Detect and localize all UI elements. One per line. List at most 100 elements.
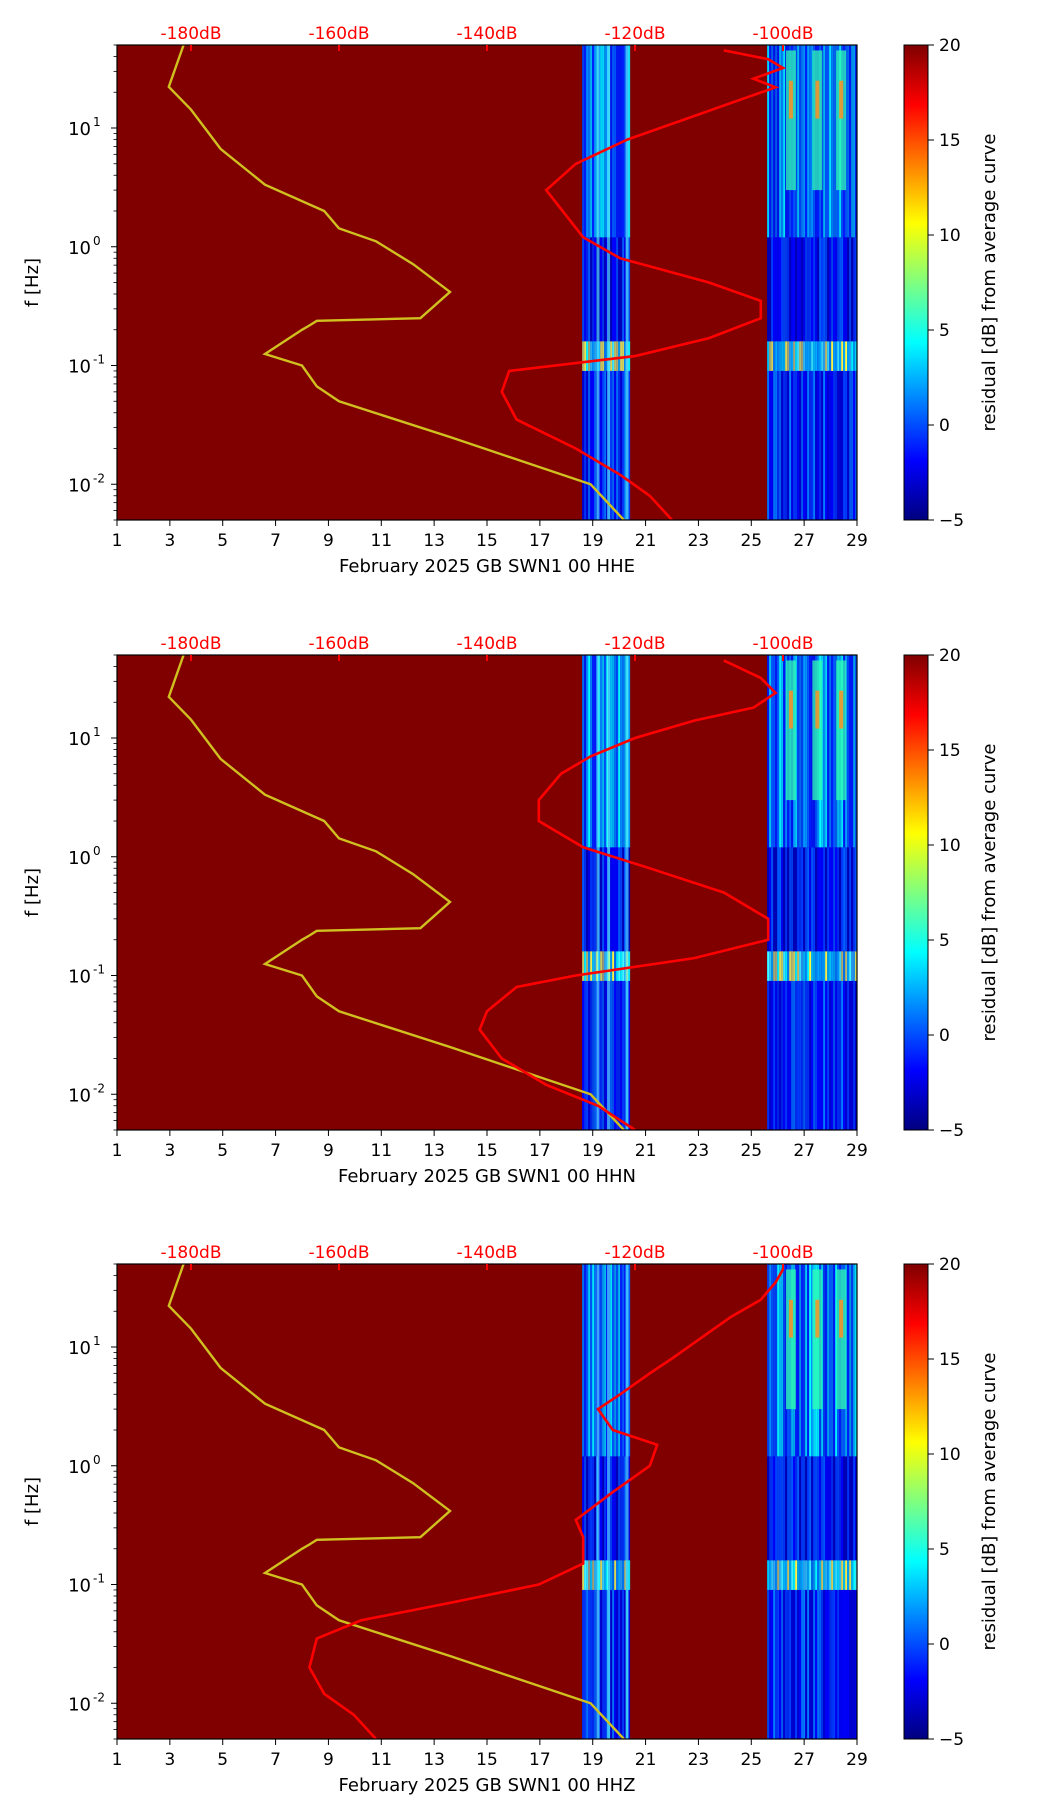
x-tick-label: 21 — [635, 1141, 657, 1161]
y-tick-base: 10 — [68, 1338, 91, 1359]
data-block-1 — [582, 45, 631, 520]
y-tick-exponent: -1 — [93, 1572, 105, 1586]
y-tick-exponent: -2 — [93, 1081, 105, 1095]
db-tick-label: -120dB — [604, 24, 665, 44]
db-tick-label: -140dB — [456, 24, 517, 44]
y-tick-base: 10 — [68, 238, 91, 259]
x-tick-label: 3 — [164, 1141, 175, 1161]
y-tick-exponent: 1 — [93, 115, 101, 129]
x-axis-label: February 2025 GB SWN1 00 HHE — [339, 556, 635, 577]
x-tick-label: 27 — [793, 1750, 815, 1770]
spectrogram — [582, 655, 857, 1130]
y-tick-exponent: 1 — [93, 1334, 101, 1348]
x-tick-label: 13 — [423, 1141, 445, 1161]
colorbar: −5 0 5 10 15 20 residual [dB] from average cur… — [903, 1255, 1000, 1750]
db-tick-label: -180dB — [160, 24, 221, 44]
db-tick-label: -180dB — [160, 1243, 221, 1263]
x-tick-label: 21 — [635, 1750, 657, 1770]
spectrogram — [582, 45, 857, 520]
x-tick-label: 1 — [112, 1750, 123, 1770]
colorbar-gradient — [903, 1263, 929, 1740]
y-tick-exponent: 0 — [93, 234, 101, 248]
x-tick-label: 17 — [529, 1750, 551, 1770]
x-tick-label: 5 — [217, 1141, 228, 1161]
mode-curve — [308, 1268, 785, 1739]
colorbar-tick-label: −5 — [939, 1121, 964, 1141]
x-tick-label: 25 — [740, 1141, 762, 1161]
plot-background — [117, 1264, 857, 1739]
colorbar-tick-label: 5 — [939, 1540, 950, 1560]
x-tick-label: 11 — [370, 531, 392, 551]
colorbar-gradient — [903, 44, 929, 521]
x-axis-label: February 2025 GB SWN1 00 HHZ — [339, 1775, 636, 1796]
y-tick-exponent: 0 — [93, 1453, 101, 1467]
x-tick-label: 19 — [582, 531, 604, 551]
colorbar-tick-label: 15 — [939, 741, 961, 761]
y-tick-base: 10 — [68, 729, 91, 750]
x-tick-label: 25 — [740, 531, 762, 551]
db-tick-label: -160dB — [308, 634, 369, 654]
x-tick-label: 25 — [740, 1750, 762, 1770]
x-tick-label: 29 — [846, 531, 868, 551]
data-block-1 — [582, 655, 631, 1130]
colorbar-tick-label: 20 — [939, 646, 961, 666]
colorbar-tick-label: 5 — [939, 931, 950, 951]
colorbar: −5 0 5 10 15 20 residual [dB] from average cur… — [903, 36, 1000, 531]
x-tick-label: 1 — [112, 1141, 123, 1161]
x-tick-label: 17 — [529, 1141, 551, 1161]
x-tick-label: 9 — [323, 1141, 334, 1161]
y-tick-base: 10 — [68, 357, 91, 378]
x-tick-label: 5 — [217, 1750, 228, 1770]
y-tick-base: 10 — [68, 1694, 91, 1715]
db-tick-label: -140dB — [456, 1243, 517, 1263]
x-tick-label: 29 — [846, 1750, 868, 1770]
x-tick-label: 7 — [270, 531, 281, 551]
colorbar-gradient — [903, 654, 929, 1131]
data-block-2 — [767, 45, 857, 520]
x-tick-label: 11 — [370, 1141, 392, 1161]
x-tick-label: 13 — [423, 531, 445, 551]
x-tick-label: 11 — [370, 1750, 392, 1770]
x-tick-label: 21 — [635, 531, 657, 551]
colorbar-tick-label: 15 — [939, 1350, 961, 1370]
y-tick-base: 10 — [68, 967, 91, 988]
data-block-2 — [767, 1264, 857, 1739]
colorbar-tick-label: 0 — [939, 1026, 950, 1046]
x-tick-label: 19 — [582, 1750, 604, 1770]
mode-curve — [478, 659, 778, 1130]
x-tick-label: 7 — [270, 1141, 281, 1161]
colorbar-tick-label: −5 — [939, 511, 964, 531]
x-tick-label: 23 — [688, 1141, 710, 1161]
colorbar-tick-label: 15 — [939, 131, 961, 151]
plot-background — [117, 655, 857, 1130]
y-tick-base: 10 — [68, 1085, 91, 1106]
colorbar-tick-label: 20 — [939, 36, 961, 56]
colorbar-tick-label: 0 — [939, 1635, 950, 1655]
data-block-2 — [767, 655, 857, 1130]
y-tick-exponent: 1 — [93, 725, 101, 739]
db-tick-label: -180dB — [160, 634, 221, 654]
db-tick-label: -120dB — [604, 634, 665, 654]
low-noise-model-curve — [167, 655, 625, 1130]
colorbar: −5 0 5 10 15 20 residual [dB] from average cur… — [903, 646, 1000, 1141]
x-tick-label: 7 — [270, 1750, 281, 1770]
y-tick-exponent: -2 — [93, 471, 105, 485]
db-tick-label: -160dB — [308, 24, 369, 44]
y-axis-label: f [Hz] — [22, 258, 43, 307]
db-tick-label: -160dB — [308, 1243, 369, 1263]
colorbar-tick-label: 20 — [939, 1255, 961, 1275]
x-tick-label: 23 — [688, 1750, 710, 1770]
colorbar-tick-label: 10 — [939, 1445, 961, 1465]
x-tick-label: 19 — [582, 1141, 604, 1161]
colorbar-tick-label: 10 — [939, 226, 961, 246]
colorbar-tick-label: 10 — [939, 836, 961, 856]
x-tick-label: 15 — [476, 1141, 498, 1161]
y-axis-label: f [Hz] — [22, 868, 43, 917]
y-tick-base: 10 — [68, 475, 91, 496]
x-tick-label: 5 — [217, 531, 228, 551]
y-tick-exponent: -1 — [93, 963, 105, 977]
spectrogram — [582, 1264, 857, 1739]
